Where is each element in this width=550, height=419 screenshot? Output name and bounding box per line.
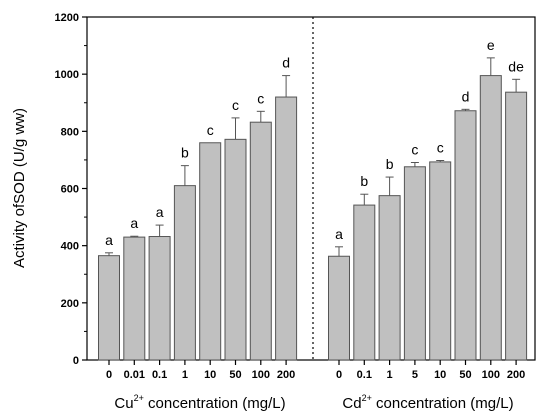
x-axis: 0 0.01 0.1 1 10 50 100 200 0 0.1 1 5 10 50 100 200 (106, 360, 525, 381)
y-axis: 0 200 400 600 800 1000 1200 (55, 12, 87, 367)
bar-cd-5 (454, 110, 477, 361)
bar-cu-3 (173, 185, 196, 361)
x-tick-label: 0 (336, 369, 342, 381)
significance-letter: c (232, 97, 239, 113)
y-tick-label: 800 (61, 126, 79, 138)
y-tick-label: 1200 (55, 12, 79, 24)
x-tick-label: 5 (412, 369, 418, 381)
x-tick-label: 50 (229, 369, 241, 381)
significance-letter: de (508, 58, 524, 74)
bar-cd-4 (429, 161, 452, 361)
significance-letter: b (386, 156, 394, 172)
significance-letter: c (207, 122, 214, 138)
y-tick-label: 200 (61, 298, 79, 310)
x-tick-label: 1 (387, 369, 393, 381)
x-tick-label: 100 (482, 369, 500, 381)
bar-cd-7 (505, 91, 528, 361)
significance-letter: b (360, 173, 368, 189)
y-tick-label: 600 (61, 184, 79, 196)
significance-letter: c (257, 90, 264, 106)
bar-cu-2 (148, 236, 171, 361)
x-tick-label: 100 (252, 369, 270, 381)
significance-letter: a (105, 232, 113, 248)
bar-cu-1 (123, 236, 146, 361)
x-tick-label: 200 (507, 369, 525, 381)
x-axis-title-cd: Cd2+ concentration (mg/L) (342, 393, 513, 412)
significance-letter: d (282, 55, 290, 71)
bar-cu-4 (199, 142, 222, 361)
x-axis-title-cu: Cu2+ concentration (mg/L) (114, 393, 285, 412)
bar-cu-5 (224, 138, 247, 361)
significance-letter: a (335, 226, 343, 242)
bar-cu-6 (249, 121, 272, 361)
bar-cu-0 (98, 255, 120, 361)
y-axis-title: Activity ofSOD (U/g ww) (11, 108, 28, 268)
x-tick-label: 0.1 (152, 369, 167, 381)
bar-cd-1 (353, 204, 376, 361)
bar-cu-7 (275, 96, 298, 361)
significance-letter: a (156, 204, 164, 220)
significance-letter: d (462, 88, 470, 104)
significance-letter: c (411, 141, 418, 157)
significance-letter: b (181, 145, 189, 161)
x-tick-label: 50 (459, 369, 471, 381)
bar-cd-6 (479, 75, 502, 361)
x-tick-label: 0.01 (124, 369, 145, 381)
x-tick-label: 0 (106, 369, 112, 381)
x-tick-label: 10 (204, 369, 216, 381)
y-tick-label: 0 (73, 355, 79, 367)
bar-cd-3 (403, 166, 426, 361)
x-tick-label: 0.1 (357, 369, 372, 381)
bar-cd-0 (328, 255, 350, 361)
significance-letter: c (437, 139, 444, 155)
significance-letter: a (130, 215, 138, 231)
x-tick-label: 10 (434, 369, 446, 381)
y-tick-label: 400 (61, 241, 79, 253)
x-tick-label: 1 (182, 369, 188, 381)
y-tick-label: 1000 (55, 69, 79, 81)
bar-cd-2 (378, 195, 401, 361)
x-tick-label: 200 (277, 369, 295, 381)
significance-letter: e (487, 37, 495, 53)
